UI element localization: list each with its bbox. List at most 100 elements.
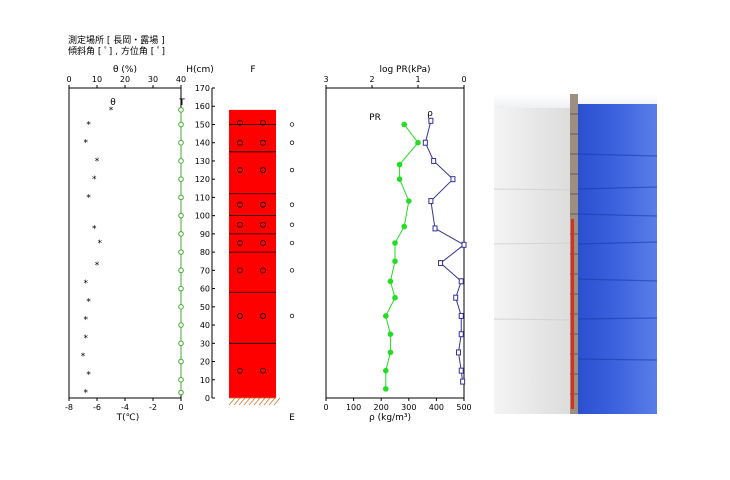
- p3-series: [383, 117, 467, 392]
- pr-point: [387, 278, 394, 285]
- theta-point: *: [84, 139, 89, 149]
- pr-point: [396, 161, 403, 168]
- temperature-point: [178, 322, 184, 328]
- p1-top-tick-label: 0: [66, 75, 71, 84]
- header: 測定場所 [ 長岡・露場 ] 傾斜角 [ ﾟ] , 方位角 [ ﾟ]: [68, 36, 165, 58]
- p3-bottom-tick-label: 300: [401, 403, 416, 412]
- density-point: [428, 198, 434, 205]
- temperature-point: [178, 139, 184, 146]
- p1-bottom-tick-label: -2: [149, 403, 157, 412]
- side-symbol: [289, 167, 295, 173]
- height-tick-label: 170: [195, 84, 210, 93]
- grain-symbol: [260, 221, 266, 228]
- density-point: [432, 225, 438, 232]
- photo-blue-snow: [578, 104, 657, 414]
- stratigraphy-panel: 0 10 20 30 40 50 60 70 80 90 100 110 120 130 140 150 160…: [186, 65, 295, 423]
- theta-point: *: [98, 239, 103, 249]
- moisture-temperature-panel: 0 10 20 30 40 -8 -6 -4 -2 0 **************** θ (…: [65, 65, 186, 423]
- pr-point: [401, 223, 408, 230]
- pr-point: [392, 258, 398, 265]
- theta-point: *: [109, 106, 114, 116]
- height-tick-label: 60: [200, 285, 210, 294]
- p3-bottom-tick-label: 0: [323, 403, 328, 412]
- theta-point: *: [84, 334, 89, 344]
- hatch-line: [268, 397, 276, 406]
- p3-bottom-tick-label: 500: [456, 403, 471, 412]
- temperature-point: [178, 212, 184, 219]
- hatch-line: [273, 397, 281, 406]
- temperature-point: [178, 340, 184, 347]
- p1-bottom-tick-label: -4: [121, 403, 129, 412]
- density-point: [461, 241, 467, 248]
- p1-top-tick-label: 10: [92, 75, 102, 84]
- theta-point: *: [92, 175, 97, 185]
- theta-point: *: [86, 120, 91, 130]
- grain-symbol: [260, 139, 266, 146]
- grain-symbol: [237, 367, 243, 374]
- grain-symbol: [237, 167, 243, 173]
- height-tick-label: 130: [195, 157, 210, 166]
- pr-point: [392, 240, 398, 246]
- temperature-axis-label: T(℃): [116, 413, 140, 423]
- p3-bottom-tick-label: 200: [374, 403, 389, 412]
- theta-point: *: [92, 224, 97, 234]
- pr-point: [396, 176, 403, 182]
- side-symbol: [289, 140, 295, 145]
- density-point: [422, 139, 428, 146]
- side-symbol: [289, 268, 295, 273]
- grain-symbol: [237, 201, 243, 208]
- height-tick-label: 90: [200, 230, 210, 239]
- pr-point: [387, 331, 394, 337]
- p3-bottom-tick-label: 400: [429, 403, 444, 412]
- p1-bottom-tick-label: 0: [178, 403, 183, 412]
- height-tick-label: 160: [195, 102, 210, 111]
- p1-top-tick-label: 40: [176, 75, 186, 84]
- pr-series-label: PR: [369, 113, 381, 123]
- density-point: [438, 260, 444, 267]
- grain-symbol: [260, 267, 266, 274]
- p3-top-tick-label: 1: [415, 75, 420, 84]
- density-point: [460, 378, 466, 385]
- density-point: [453, 294, 459, 301]
- height-tick-label: 30: [200, 339, 210, 348]
- p1-top-tick-label: 20: [120, 75, 130, 84]
- height-tick-label: 140: [195, 139, 210, 148]
- snow-layer-column: [229, 109, 276, 398]
- side-symbol: [289, 202, 295, 207]
- temperature-series-label: T: [178, 98, 185, 108]
- p3-top-ticks: 1 2 3 0: [323, 75, 467, 88]
- pr-point: [392, 294, 398, 301]
- photo-layer-lines: [577, 153, 657, 361]
- p1-top-ticks: 0 10 20 30 40: [66, 75, 186, 88]
- theta-point: *: [84, 316, 89, 326]
- temperature-point: [178, 176, 184, 182]
- side-symbols: [289, 122, 295, 319]
- photo-ruler-red-segment: [571, 219, 574, 409]
- height-axis-label: H(cm): [186, 65, 214, 75]
- layer-boundaries: [229, 124, 276, 344]
- side-symbol: [289, 240, 295, 246]
- grain-symbol: [260, 119, 266, 126]
- e-label: E: [289, 413, 295, 423]
- p3-top-tick-label: 0: [461, 75, 466, 84]
- density-point: [450, 176, 456, 183]
- temperature-point: [178, 358, 184, 365]
- side-symbol: [289, 313, 295, 319]
- height-tick-label: 70: [200, 266, 210, 275]
- theta-point: *: [86, 370, 91, 380]
- temperature-point: [178, 194, 184, 201]
- hatch-line: [228, 397, 236, 406]
- hatch-line: [248, 397, 256, 406]
- density-point: [431, 157, 437, 164]
- density-point: [458, 367, 464, 374]
- ground-hatch: [228, 397, 281, 406]
- height-tick-label: 10: [200, 376, 210, 385]
- density-point: [458, 278, 464, 285]
- temperature-point: [178, 267, 184, 274]
- grain-symbol: [260, 240, 266, 246]
- height-tick-label: 20: [200, 358, 210, 367]
- height-tick-label: 80: [200, 248, 210, 257]
- hatch-line: [238, 397, 246, 406]
- temperature-point: [178, 158, 184, 164]
